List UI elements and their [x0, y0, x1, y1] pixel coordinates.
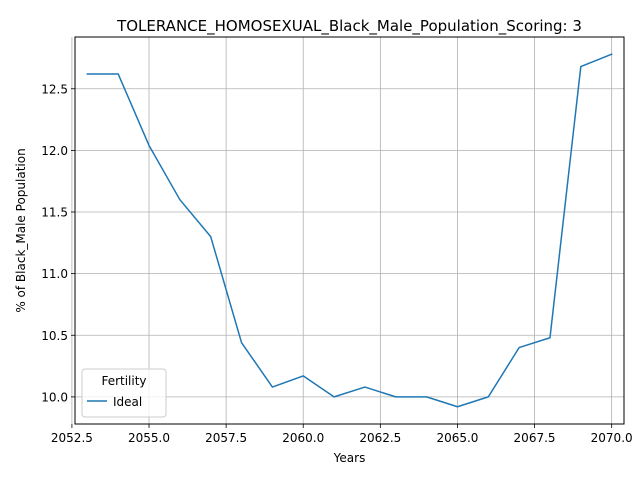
x-tick-label: 2067.5	[514, 431, 556, 445]
chart-title: TOLERANCE_HOMOSEXUAL_Black_Male_Populati…	[116, 17, 582, 36]
x-tick-label: 2052.5	[51, 431, 93, 445]
legend-label-ideal: Ideal	[113, 395, 142, 409]
legend-title: Fertility	[101, 374, 146, 388]
x-tick-label: 2060.0	[282, 431, 324, 445]
y-tick-label: 11.0	[41, 267, 68, 281]
x-tick-label: 2070.0	[591, 431, 633, 445]
x-tick-label: 2057.5	[205, 431, 247, 445]
series-group	[86, 53, 613, 408]
plot-frame	[74, 36, 625, 425]
y-axis-label: % of Black_Male Population	[14, 148, 28, 312]
x-tick-label: 2065.0	[436, 431, 478, 445]
x-axis-label: Years	[333, 451, 366, 465]
y-tick-label: 10.0	[41, 390, 68, 404]
x-axis-ticks: 2052.5 2055.0 2057.5 2060.0 2062.5 2065.0 2067…	[51, 424, 633, 445]
legend: Fertility Ideal	[81, 368, 167, 418]
y-tick-label: 10.5	[41, 329, 68, 343]
y-tick-label: 12.5	[41, 82, 68, 96]
y-axis-ticks: 10.0 10.5 11.0 11.5 12.0 12.5	[41, 82, 75, 404]
series-line-ideal	[86, 53, 613, 408]
x-tick-label: 2062.5	[359, 431, 401, 445]
y-tick-label: 12.0	[41, 144, 68, 158]
y-tick-label: 11.5	[41, 206, 68, 220]
x-tick-label: 2055.0	[128, 431, 170, 445]
legend-box	[81, 368, 167, 418]
